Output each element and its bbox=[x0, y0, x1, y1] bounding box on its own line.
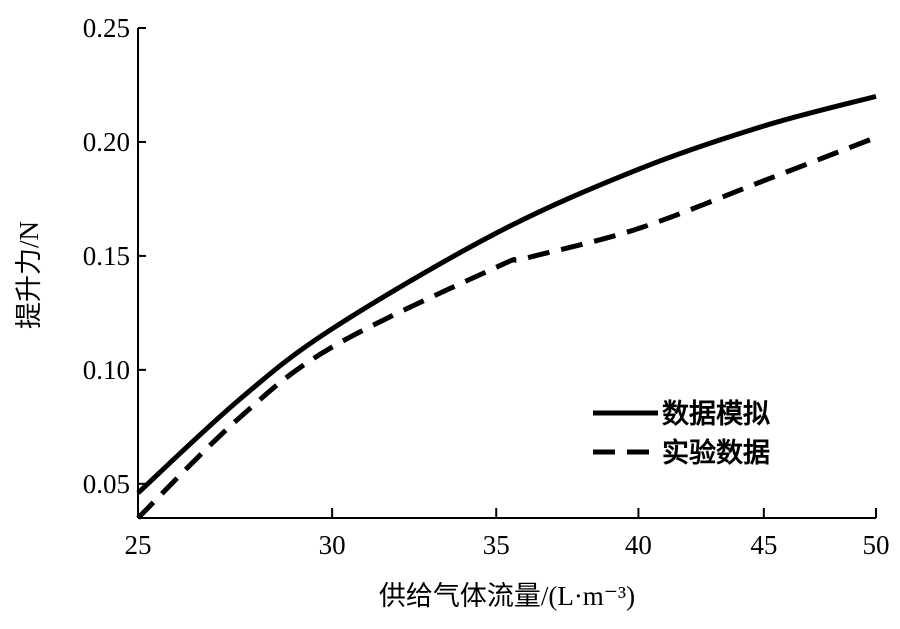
y-tick-label: 0.15 bbox=[83, 241, 130, 271]
x-tick-label: 35 bbox=[483, 530, 510, 560]
y-tick-label: 0.25 bbox=[83, 13, 130, 43]
y-axis-label: 提升力/N bbox=[14, 221, 44, 329]
legend: 数据模拟 实验数据 bbox=[593, 399, 770, 469]
axes: 25 30 35 40 45 50 0.05 0.10 0.15 0.20 0.25 bbox=[83, 13, 890, 560]
x-tick-label: 30 bbox=[319, 530, 346, 560]
x-tick-label: 25 bbox=[125, 530, 152, 560]
series-group bbox=[136, 93, 877, 520]
legend-label-simulation: 数据模拟 bbox=[662, 399, 770, 430]
legend-label-experiment: 实验数据 bbox=[662, 437, 770, 469]
y-tick-label: 0.10 bbox=[83, 355, 130, 385]
x-tick-label: 50 bbox=[863, 530, 890, 560]
y-tick-label: 0.20 bbox=[83, 127, 130, 157]
x-tick-label: 40 bbox=[625, 530, 652, 560]
y-tick-label: 0.05 bbox=[83, 469, 130, 499]
series-line-experiment bbox=[136, 135, 877, 520]
x-axis-label: 供给气体流量/(L·m⁻³) bbox=[379, 581, 635, 611]
series-line-simulation bbox=[136, 93, 877, 495]
x-tick-label: 45 bbox=[750, 530, 777, 560]
